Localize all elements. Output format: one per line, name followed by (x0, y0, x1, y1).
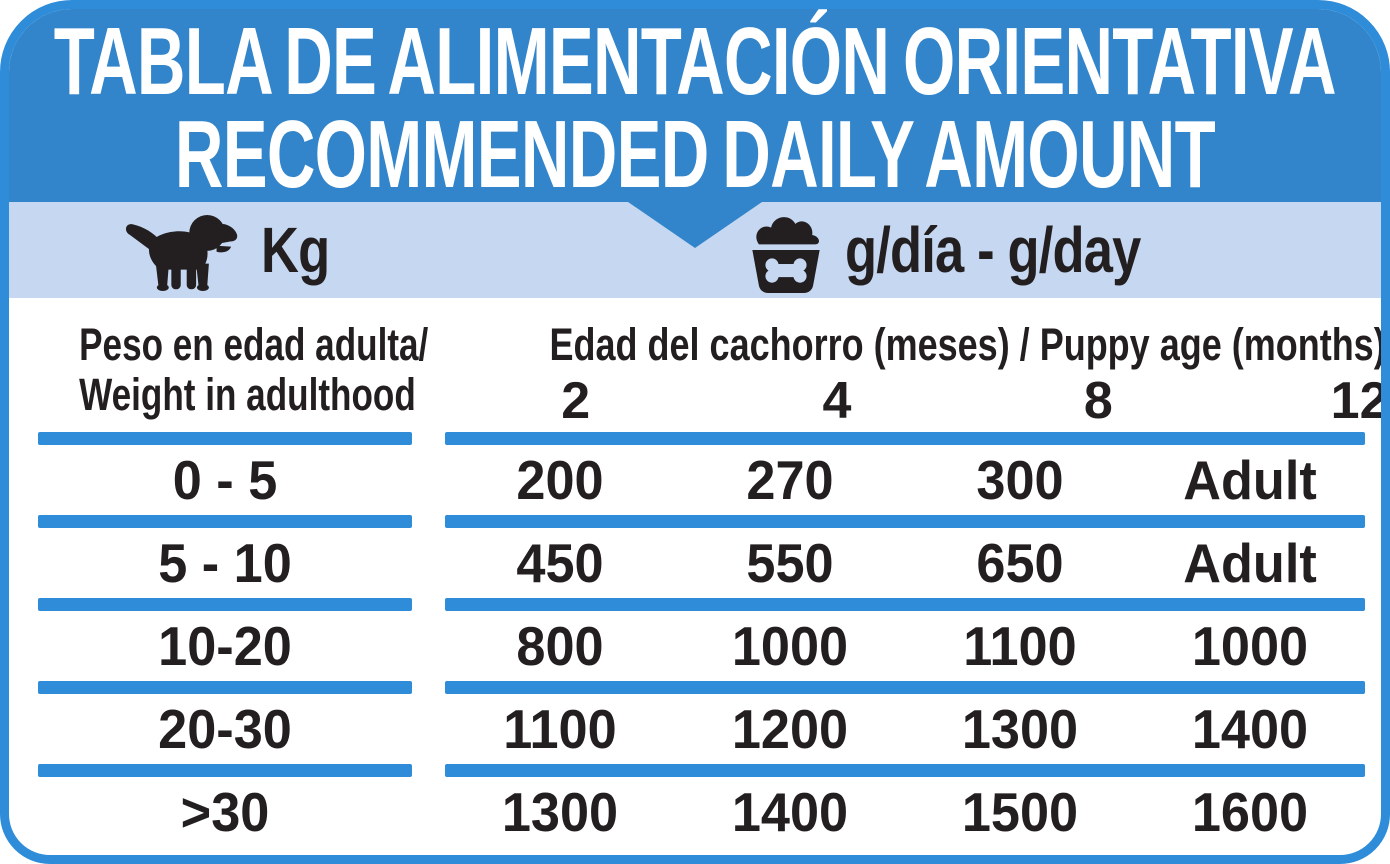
weight-range: 0 - 5 (172, 449, 278, 511)
amount-value: 270 (746, 449, 834, 511)
amount-value: 1000 (731, 615, 849, 677)
row-values: 800 1000 1100 1000 (445, 614, 1365, 678)
weight-range: 10-20 (158, 615, 292, 677)
age-col-2: 2 (561, 372, 591, 430)
puppy-icon (125, 215, 238, 291)
amount-value: Adult (1183, 449, 1317, 511)
amount-value: 300 (976, 449, 1064, 511)
amount-legend: g/día - g/day (739, 202, 1205, 298)
weight-range: 20-30 (158, 698, 292, 760)
amount-value: 200 (516, 449, 604, 511)
age-col-12: 12 (1330, 372, 1389, 430)
legend-band: Kg g/día - g/day (9, 202, 1381, 298)
amount-value: 1300 (501, 781, 619, 843)
row-values: 1100 1200 1300 1400 (445, 697, 1365, 761)
title-header: TABLA DE ALIMENTACIÓN ORIENTATIVA RECOMM… (9, 9, 1381, 202)
row-values: 450 550 650 Adult (445, 531, 1365, 595)
amount-value: 1400 (731, 781, 849, 843)
row-rule (38, 515, 1381, 528)
title-spanish: TABLA DE ALIMENTACIÓN ORIENTATIVA (53, 8, 1337, 116)
amount-value: 1600 (1191, 781, 1309, 843)
table-row: >30 1300 1400 1500 1600 (38, 777, 1381, 847)
age-header-label: Edad del cachorro (meses) / Puppy age (m… (549, 319, 1386, 370)
feeding-table: Peso en edad adulta/ Weight in adulthood… (9, 298, 1381, 847)
row-rule (38, 681, 1381, 694)
amount-value: 1400 (1191, 698, 1309, 760)
rule-segment-left (38, 681, 412, 694)
age-col-8: 8 (1083, 372, 1113, 430)
rule-segment-left (38, 432, 412, 445)
weight-legend: Kg (121, 202, 344, 298)
header-notch-arrow (628, 202, 762, 248)
age-column-group-header: Edad del cachorro (meses) / Puppy age (m… (445, 308, 1389, 432)
amount-value: 1100 (503, 698, 617, 760)
weight-range: 5 - 10 (158, 532, 292, 594)
row-values: 200 270 300 Adult (445, 448, 1365, 512)
amount-value: 450 (516, 532, 604, 594)
weight-header-es: Peso en edad adulta/ (79, 319, 429, 370)
rule-segment-right (445, 764, 1365, 777)
table-row: 10-20 800 1000 1100 1000 (38, 611, 1381, 681)
table-row: 20-30 1100 1200 1300 1400 (38, 694, 1381, 764)
age-col-4: 4 (822, 372, 852, 430)
amount-value: Adult (1183, 532, 1317, 594)
age-subheaders: 2 4 8 12 (445, 372, 1389, 430)
weight-range: >30 (180, 781, 270, 843)
amount-value: 1200 (731, 698, 849, 760)
amount-value: 1000 (1191, 615, 1309, 677)
rule-segment-left (38, 764, 412, 777)
rule-segment-right (445, 432, 1365, 445)
table-row: 0 - 5 200 270 300 Adult (38, 445, 1381, 515)
rule-segment-left (38, 515, 412, 528)
weight-column-header: Peso en edad adulta/ Weight in adulthood (38, 308, 429, 432)
row-rule (38, 764, 1381, 777)
food-bowl-icon (752, 217, 820, 293)
header-rule (38, 432, 1381, 445)
table-header-row: Peso en edad adulta/ Weight in adulthood… (38, 308, 1381, 432)
weight-header-en: Weight in adulthood (79, 369, 416, 420)
weight-unit-label: Kg (261, 214, 330, 286)
amount-value: 1100 (963, 615, 1077, 677)
rule-segment-right (445, 515, 1365, 528)
amount-value: 1500 (961, 781, 1079, 843)
rule-segment-right (445, 681, 1365, 694)
rule-segment-left (38, 598, 412, 611)
amount-value: 550 (746, 532, 834, 594)
amount-value: 800 (516, 615, 604, 677)
table-row: 5 - 10 450 550 650 Adult (38, 528, 1381, 598)
amount-value: 1300 (961, 698, 1079, 760)
row-rule (38, 598, 1381, 611)
row-values: 1300 1400 1500 1600 (445, 780, 1365, 844)
rule-segment-right (445, 598, 1365, 611)
amount-value: 650 (976, 532, 1064, 594)
title-english: RECOMMENDED DAILY AMOUNT (174, 100, 1216, 208)
amount-unit-label: g/día - g/day (845, 214, 1141, 286)
